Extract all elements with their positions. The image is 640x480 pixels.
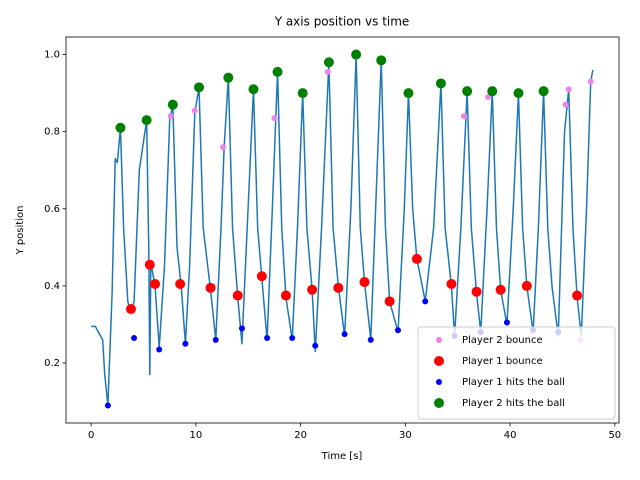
data-point <box>238 325 245 332</box>
data-point <box>521 280 532 291</box>
legend-marker <box>434 356 444 366</box>
data-point <box>462 86 473 97</box>
data-point <box>503 319 510 326</box>
data-point <box>194 82 205 93</box>
legend-label: Player 1 bounce <box>462 356 543 367</box>
data-point <box>351 49 362 60</box>
data-point <box>435 78 446 89</box>
data-point <box>256 271 267 282</box>
data-point <box>513 88 524 99</box>
legend-label: Player 1 hits the ball <box>462 377 565 388</box>
data-point <box>280 290 291 301</box>
data-point <box>562 101 569 108</box>
data-point <box>495 284 506 295</box>
legend-label: Player 2 hits the ball <box>462 398 565 409</box>
data-point <box>341 331 348 338</box>
y-tick-label: 0.8 <box>44 127 60 138</box>
data-point <box>471 286 482 297</box>
data-point <box>403 88 414 99</box>
data-point <box>565 86 572 93</box>
data-point <box>182 340 189 347</box>
data-point <box>167 99 178 110</box>
data-point <box>384 296 395 307</box>
data-point <box>205 282 216 293</box>
plot-frame <box>65 36 620 424</box>
data-point <box>150 278 161 289</box>
x-axis-label: Time [s] <box>321 451 363 462</box>
y-tick-label: 0.2 <box>44 358 60 369</box>
data-point <box>272 66 283 77</box>
y-axis-label: Y position <box>15 206 26 256</box>
x-tick-label: 20 <box>294 430 307 441</box>
legend-marker <box>434 398 444 408</box>
data-point <box>572 290 583 301</box>
data-point <box>131 334 138 341</box>
data-point <box>212 336 219 343</box>
data-point <box>191 107 198 114</box>
y-tick-label: 0.6 <box>44 204 60 215</box>
data-point <box>156 346 163 353</box>
legend-marker <box>436 379 442 385</box>
data-point <box>446 278 457 289</box>
data-point <box>324 68 331 75</box>
data-point <box>220 144 227 151</box>
data-point <box>167 113 174 120</box>
data-point <box>422 298 429 305</box>
data-point <box>460 113 467 120</box>
x-tick-label: 30 <box>399 430 412 441</box>
data-point <box>115 122 126 133</box>
x-tick-label: 50 <box>608 430 621 441</box>
data-point <box>248 84 259 95</box>
data-point <box>538 86 549 97</box>
data-point <box>312 342 319 349</box>
data-point <box>144 259 155 270</box>
data-point <box>289 334 296 341</box>
data-point <box>297 88 308 99</box>
legend-label: Player 2 bounce <box>462 335 543 346</box>
x-tick-label: 40 <box>504 430 517 441</box>
data-point <box>323 57 334 68</box>
data-point <box>141 115 152 126</box>
data-point <box>359 277 370 288</box>
data-point <box>487 86 498 97</box>
data-point <box>367 336 374 343</box>
data-point <box>232 290 243 301</box>
y-tick-label: 0.4 <box>44 281 60 292</box>
x-tick-label: 10 <box>190 430 203 441</box>
data-point <box>264 334 271 341</box>
x-tick-label: 0 <box>88 430 94 441</box>
data-line <box>91 53 594 407</box>
legend-box <box>417 326 616 420</box>
data-point <box>125 304 136 315</box>
y-tick-label: 1.0 <box>44 50 60 61</box>
chart-title: Y axis position vs time <box>274 15 410 29</box>
legend-marker <box>436 337 442 343</box>
data-point <box>104 402 111 409</box>
data-point <box>271 115 278 122</box>
data-point <box>175 278 186 289</box>
data-point <box>376 55 387 66</box>
data-point <box>411 253 422 264</box>
data-point <box>307 284 318 295</box>
data-point <box>485 93 492 100</box>
data-point <box>333 282 344 293</box>
data-point <box>223 72 234 83</box>
data-point <box>395 327 402 334</box>
data-point <box>587 78 594 85</box>
